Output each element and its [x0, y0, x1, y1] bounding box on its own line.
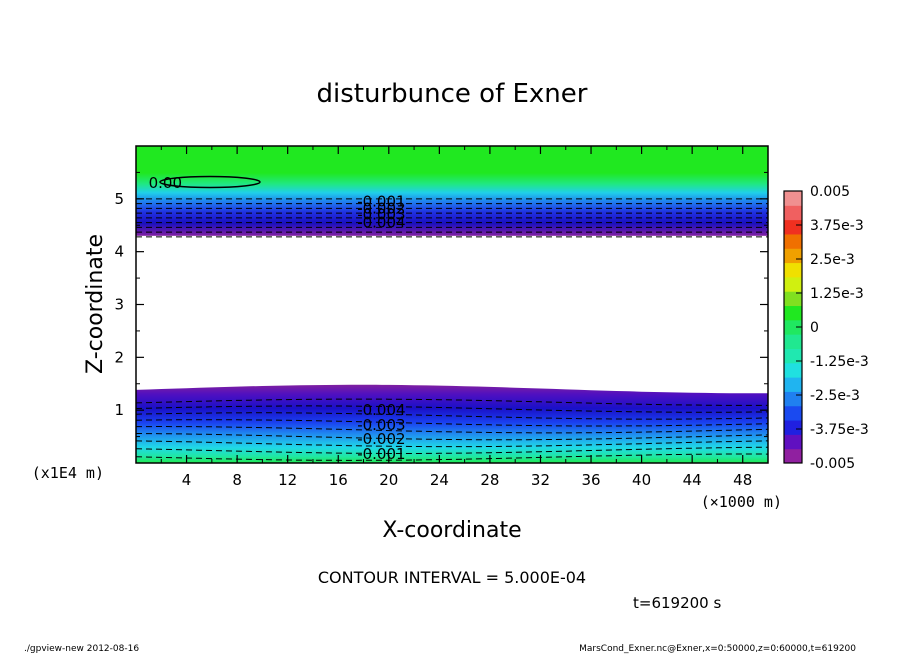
x-tick-label: 16 — [329, 471, 348, 489]
contour-label: 0.00 — [149, 174, 182, 192]
contour-label: -0.004 — [357, 401, 405, 419]
x-axis-ticks: 4 8 12 16 20 24 28 32 36 40 44 48 — [160, 146, 752, 489]
lower-contour-line — [135, 433, 769, 441]
colorbar-segment — [784, 405, 802, 421]
contour-lines — [135, 198, 769, 461]
y-axis-ticks: 1 2 3 4 5 — [114, 171, 768, 438]
contour-labels: 0.00-0.001-0.002-0.003-0.004-0.004-0.003… — [149, 174, 406, 463]
lower-band-fill — [136, 384, 768, 463]
colorbar-label: 1.25e-3 — [810, 286, 864, 302]
colorbar-label: -2.5e-3 — [810, 388, 860, 404]
x-tick-label: 12 — [278, 471, 297, 489]
colorbar-segment — [784, 205, 802, 221]
x-tick-label: 24 — [430, 471, 449, 489]
colorbar-label: -1.25e-3 — [810, 354, 869, 370]
contour-label: -0.002 — [357, 430, 405, 448]
colorbar-segment — [784, 434, 802, 450]
x-tick-label: 4 — [182, 471, 192, 489]
colorbar-label: 2.5e-3 — [810, 252, 855, 268]
y-tick-label: 3 — [114, 296, 124, 314]
x-axis-label: X-coordinate — [382, 518, 521, 543]
y-axis-label: Z-coordinate — [83, 234, 108, 374]
colorbar-segment — [784, 334, 802, 349]
colorbar-segment — [784, 291, 802, 307]
x-tick-label: 48 — [733, 471, 752, 489]
x-unit-label: (×1000 m) — [701, 493, 782, 511]
colorbar: 0.005 3.75e-3 2.5e-3 1.25e-3 0 -1.25e-3 -2.5e-… — [783, 184, 869, 472]
lower-contour-line — [135, 440, 769, 448]
lower-contour-line — [135, 446, 769, 454]
contour-interval-text: CONTOUR INTERVAL = 5.000E-04 — [318, 568, 586, 587]
contour-label: -0.003 — [357, 416, 405, 434]
x-tick-label: 8 — [232, 471, 242, 489]
z-unit-label: (x1E4 m) — [32, 464, 104, 482]
colorbar-label: 0 — [810, 320, 819, 336]
contour-label: -0.004 — [357, 214, 405, 232]
chart-title: disturbunce of Exner — [317, 79, 588, 109]
x-tick-label: 40 — [632, 471, 651, 489]
colorbar-label: 3.75e-3 — [810, 218, 864, 234]
lower-contour-line — [136, 425, 769, 434]
colorbar-label: 0.005 — [810, 184, 850, 200]
x-tick-label: 20 — [379, 471, 398, 489]
lower-contour-line — [135, 405, 769, 413]
colorbar-segment — [784, 362, 802, 378]
colorbar-segment — [784, 233, 802, 249]
footer-right: MarsCond_Exner.nc@Exner,x=0:50000,z=0:60… — [579, 644, 856, 654]
colorbar-segment — [784, 262, 802, 278]
x-tick-label: 36 — [581, 471, 600, 489]
lower-contour-line — [135, 398, 768, 406]
colorbar-segment — [784, 248, 802, 264]
contour-label: -0.001 — [357, 445, 405, 463]
x-tick-label: 28 — [480, 471, 499, 489]
contour-label: -0.002 — [357, 199, 405, 217]
contour-label: -0.001 — [357, 192, 405, 210]
lower-contour-line — [135, 412, 769, 420]
colorbar-segment — [784, 420, 802, 435]
footer-left: ./gpview-new 2012-08-16 — [24, 644, 139, 654]
colorbar-label: -0.005 — [810, 456, 855, 472]
contour-label: -0.003 — [357, 206, 405, 224]
colorbar-segment — [784, 348, 802, 364]
lower-contour-line — [135, 419, 769, 427]
colorbar-segment — [784, 219, 802, 235]
x-tick-label: 32 — [531, 471, 550, 489]
y-tick-label: 4 — [114, 243, 124, 261]
y-tick-label: 2 — [114, 348, 124, 366]
colorbar-segment — [784, 319, 802, 335]
lower-contour-line — [135, 453, 769, 461]
colorbar-segment — [784, 448, 802, 464]
x-tick-label: 44 — [683, 471, 702, 489]
colorbar-segment — [784, 391, 802, 407]
plot-area: 0.00-0.001-0.002-0.003-0.004-0.004-0.003… — [114, 145, 769, 489]
colorbar-segment — [784, 191, 802, 206]
time-text: t=619200 s — [633, 594, 721, 612]
colorbar-segment — [784, 276, 802, 292]
colorbar-segment — [784, 377, 802, 392]
y-tick-label: 1 — [114, 401, 124, 419]
colorbar-segment — [784, 305, 802, 321]
zero-contour — [159, 175, 261, 189]
colorbar-label: -3.75e-3 — [810, 422, 869, 438]
upper-band-fill — [136, 146, 768, 236]
y-tick-label: 5 — [114, 190, 124, 208]
